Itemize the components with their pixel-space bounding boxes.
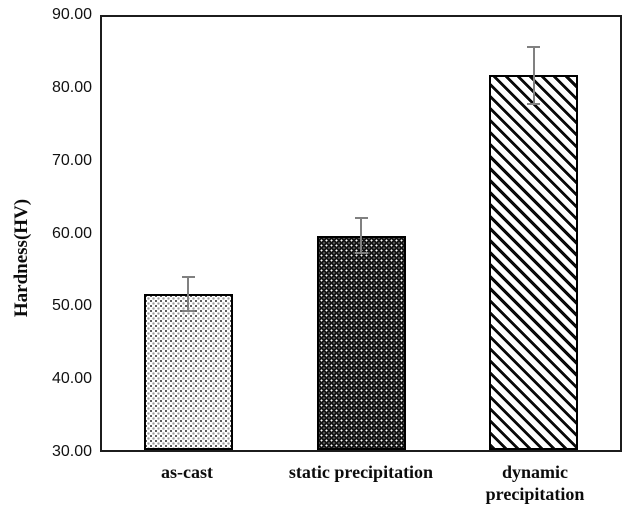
error-bars-layer [102, 17, 620, 450]
error-bar-cap [527, 102, 541, 105]
error-bar-cap [181, 275, 195, 278]
y-tick-label: 70.00 [51, 151, 92, 169]
y-tick-label: 80.00 [51, 78, 92, 96]
y-tick-label: 30.00 [51, 443, 92, 460]
x-category-label: as-cast [161, 462, 213, 482]
bar-dynamic-precipitation [489, 75, 579, 450]
error-bar-cap [181, 310, 195, 313]
error-bar-cap [527, 46, 541, 49]
y-tick-label: 50.00 [51, 297, 92, 315]
error-bar [187, 275, 190, 313]
bars-layer [102, 17, 620, 450]
bar-as-cast [143, 293, 233, 450]
y-tick-label: 90.00 [51, 6, 92, 23]
bar-static-precipitation [316, 235, 406, 450]
y-tick-label: 40.00 [51, 370, 92, 388]
y-tick-label: 60.00 [51, 224, 92, 242]
plot-area [100, 15, 622, 452]
x-category-label: static precipitation [288, 462, 434, 482]
error-bar-cap [354, 251, 368, 254]
error-bar [532, 46, 535, 105]
x-category-label: dynamic precipitation [485, 462, 585, 504]
error-bar [360, 217, 362, 254]
error-bar-cap [354, 217, 368, 220]
